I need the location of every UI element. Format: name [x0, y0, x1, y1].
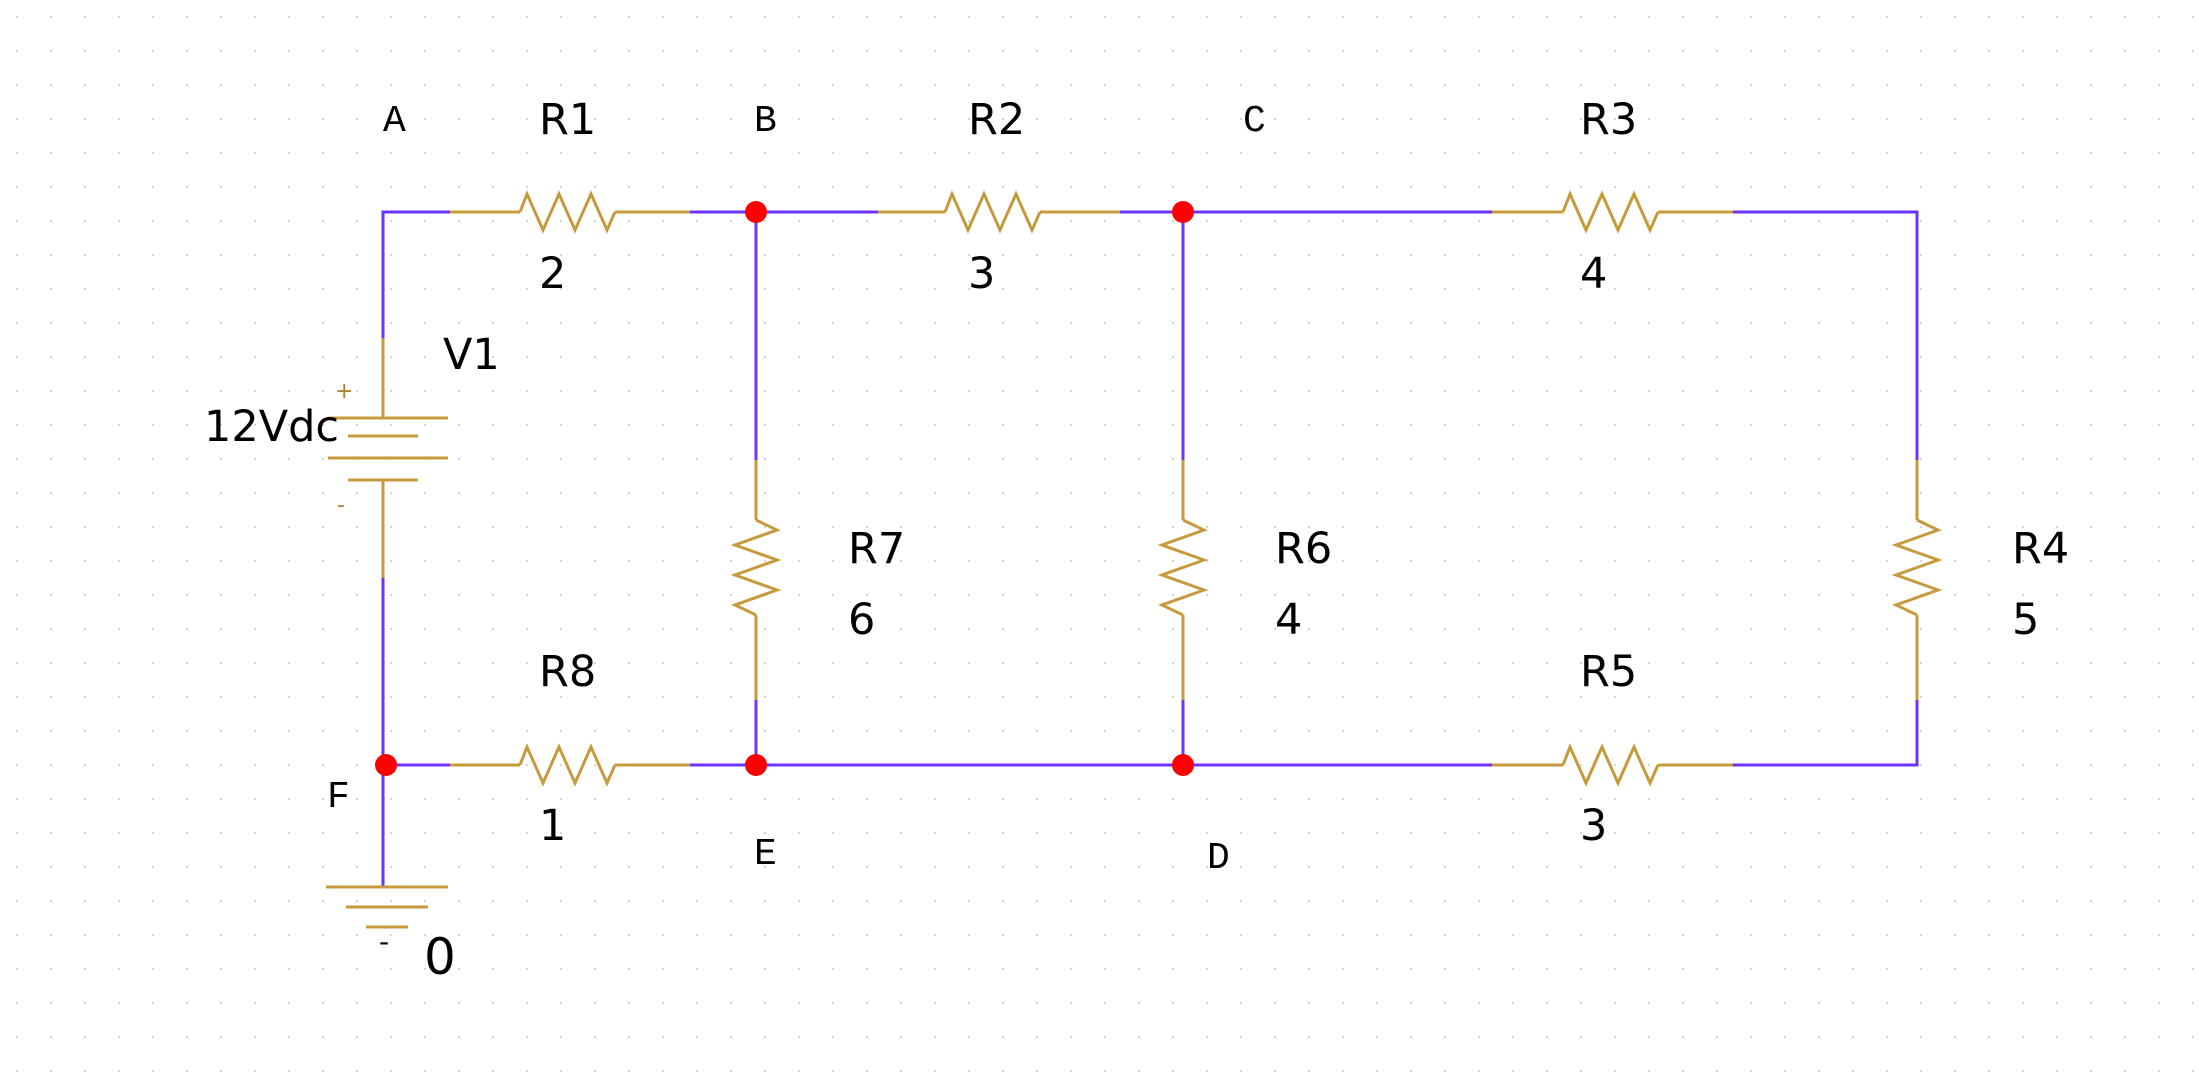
r4-name: R4	[2012, 524, 2069, 574]
ground-symbol	[326, 885, 448, 929]
junction-e[interactable]	[745, 754, 767, 776]
r2-value: 3	[968, 249, 995, 299]
r8-name: R8	[539, 647, 596, 697]
r2-name: R2	[968, 95, 1025, 145]
resistor-r1[interactable]	[450, 190, 690, 234]
r7-name: R7	[848, 524, 905, 574]
v1-minus-sign: -	[337, 493, 345, 518]
node-label-f: F	[327, 776, 350, 819]
node-label-d: D	[1207, 837, 1230, 880]
resistor-r8[interactable]	[450, 743, 690, 787]
v1-value: 12Vdc	[204, 402, 339, 452]
resistor-r7[interactable]	[730, 460, 782, 700]
r5-name: R5	[1580, 647, 1637, 697]
junctions	[375, 201, 1194, 776]
voltage-source-v1[interactable]	[328, 338, 448, 578]
resistor-r4[interactable]	[1891, 460, 1943, 700]
r6-name: R6	[1275, 524, 1332, 574]
junction-c[interactable]	[1172, 201, 1194, 223]
node-label-c: C	[1243, 100, 1266, 143]
r8-value: 1	[539, 801, 566, 851]
r3-name: R3	[1580, 95, 1637, 145]
ground-label: 0	[424, 928, 456, 986]
r5-value: 3	[1580, 801, 1607, 851]
resistor-r3[interactable]	[1492, 190, 1733, 234]
ground-sign: -	[379, 925, 389, 958]
v1-plus-sign: +	[335, 379, 353, 404]
node-label-e: E	[754, 833, 777, 876]
resistor-r5[interactable]	[1492, 743, 1733, 787]
r1-name: R1	[539, 95, 596, 145]
r6-value: 4	[1275, 595, 1302, 645]
node-label-b: B	[754, 100, 777, 143]
node-label-a: A	[383, 100, 406, 143]
resistor-r6[interactable]	[1157, 460, 1209, 700]
junction-f[interactable]	[375, 754, 397, 776]
v1-name: V1	[443, 330, 500, 380]
junction-b[interactable]	[745, 201, 767, 223]
r3-value: 4	[1580, 249, 1607, 299]
r4-value: 5	[2012, 595, 2039, 645]
r1-value: 2	[539, 249, 566, 299]
r7-value: 6	[848, 595, 875, 645]
resistor-r2[interactable]	[878, 190, 1120, 234]
junction-d[interactable]	[1172, 754, 1194, 776]
